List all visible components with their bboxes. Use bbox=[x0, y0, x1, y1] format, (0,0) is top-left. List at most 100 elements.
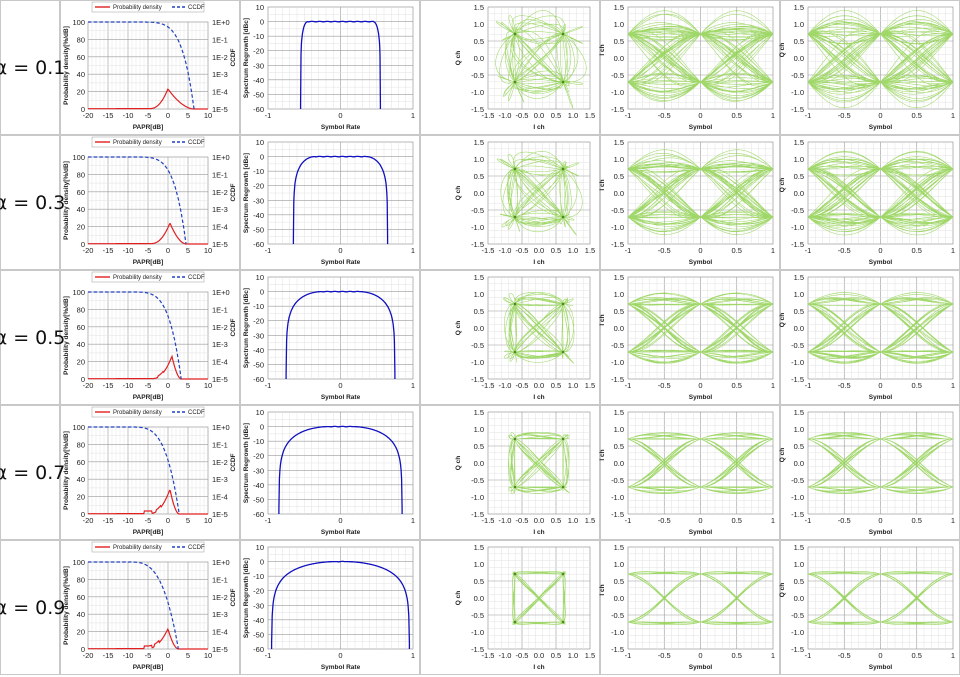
y-axis-label: Probability density[%/dB] bbox=[63, 566, 70, 645]
ccdf-curve bbox=[88, 426, 180, 515]
x-tick-label: -20 bbox=[83, 381, 94, 390]
x-tick-label: 0 bbox=[166, 516, 170, 525]
y-tick-label: 1.5 bbox=[614, 273, 624, 282]
constellation-point bbox=[561, 32, 565, 36]
y-tick-label: 1.5 bbox=[614, 408, 624, 417]
x-tick-label: -5 bbox=[145, 381, 152, 390]
y-tick-label: 0.5 bbox=[614, 307, 624, 316]
papr-legend: Probability density CCDF bbox=[91, 406, 205, 418]
legend-ccdf-label: CCDF bbox=[188, 275, 205, 281]
x-axis-label: Symbol bbox=[689, 124, 713, 131]
y-tick-label: 0 bbox=[81, 510, 85, 519]
y-tick-label: 0.0 bbox=[474, 459, 484, 468]
y2-tick-label: 1E-1 bbox=[212, 305, 228, 314]
y-tick-label: 0.5 bbox=[794, 307, 804, 316]
y-tick-label: 1.0 bbox=[474, 290, 484, 299]
y2-tick-label: 1E-2 bbox=[212, 188, 228, 197]
y-tick-label: -1.5 bbox=[791, 240, 804, 249]
spectrum-curve bbox=[285, 290, 396, 379]
y-tick-label: 0.5 bbox=[474, 172, 484, 181]
y-tick-label: -40 bbox=[253, 346, 264, 355]
y-tick-label: 0 bbox=[81, 375, 85, 384]
y-tick-label: 100 bbox=[72, 153, 85, 162]
x-tick-label: 0 bbox=[698, 651, 702, 660]
y-tick-label: 0 bbox=[260, 558, 264, 567]
y-axis-label: Probability density[%/dB] bbox=[63, 26, 70, 105]
y2-tick-label: 1E-5 bbox=[212, 375, 228, 384]
legend-box bbox=[91, 541, 205, 553]
pdf-curve bbox=[88, 627, 208, 650]
ccdf-curve bbox=[88, 291, 182, 380]
constellation-point bbox=[513, 437, 517, 441]
y-tick-label: -0.5 bbox=[791, 206, 804, 215]
x-tick-label: -1.5 bbox=[482, 516, 495, 525]
y-tick-label: -1.5 bbox=[791, 375, 804, 384]
x-tick-label: -1 bbox=[265, 111, 272, 120]
y-tick-label: 80 bbox=[77, 575, 85, 584]
y-tick-label: 0.0 bbox=[794, 594, 804, 603]
x-tick-label: 0 bbox=[698, 246, 702, 255]
y-tick-label: -40 bbox=[253, 211, 264, 220]
constellation-chart: -1.5 -1.0 -0.5 0.0 0.5 1.0 1.5 1.5 1.0 0.5 0.0 -0.5… bbox=[455, 3, 595, 131]
ccdf-curve bbox=[88, 561, 179, 650]
y-tick-label: -1.0 bbox=[471, 223, 484, 232]
x-tick-label: 10 bbox=[204, 111, 212, 120]
y-axis-label: Q ch bbox=[455, 321, 462, 335]
y-tick-label: -0.5 bbox=[471, 71, 484, 80]
x-tick-label: 0.5 bbox=[732, 246, 742, 255]
x-tick-label: -1 bbox=[805, 111, 812, 120]
x-axis-label: I ch bbox=[533, 394, 544, 401]
x-tick-label: 0.5 bbox=[551, 111, 561, 120]
y-tick-label: 0.5 bbox=[474, 307, 484, 316]
x-tick-label: 0 bbox=[166, 246, 170, 255]
x-tick-label: -20 bbox=[83, 246, 94, 255]
x-tick-label: -10 bbox=[123, 246, 134, 255]
y-tick-label: 1.0 bbox=[794, 560, 804, 569]
y-tick-label: 0.0 bbox=[614, 189, 624, 198]
y-tick-label: 100 bbox=[72, 423, 85, 432]
y-tick-label: 40 bbox=[77, 340, 85, 349]
x-tick-label: 1 bbox=[951, 381, 955, 390]
x-tick-label: -0.5 bbox=[516, 516, 529, 525]
x-tick-label: -0.5 bbox=[838, 516, 851, 525]
x-axis-label: Symbol Rate bbox=[321, 259, 361, 266]
y-tick-label: 80 bbox=[77, 305, 85, 314]
y-axis-label: I ch bbox=[599, 314, 606, 325]
x-tick-label: 1 bbox=[411, 516, 415, 525]
y-tick-label: -1.0 bbox=[791, 358, 804, 367]
y-tick-label: -1.5 bbox=[471, 240, 484, 249]
y-tick-label: -60 bbox=[253, 240, 264, 249]
x-tick-label: -0.5 bbox=[838, 381, 851, 390]
y-tick-label: 1.0 bbox=[614, 155, 624, 164]
x-tick-label: -1.0 bbox=[499, 111, 512, 120]
eye-diagram-i: -1 -0.5 0 0.5 1 1.5 1.0 0.5 0.0 -0.5 -1.0 -1.5 Symbo… bbox=[599, 543, 775, 671]
y-tick-label: 0.0 bbox=[794, 459, 804, 468]
y-tick-label: 0.0 bbox=[474, 594, 484, 603]
y-tick-label: -50 bbox=[253, 495, 264, 504]
x-tick-label: 0 bbox=[878, 246, 882, 255]
y2-tick-label: 1E-1 bbox=[212, 170, 228, 179]
x-tick-label: -1.5 bbox=[482, 651, 495, 660]
y2-tick-label: 1E+0 bbox=[212, 288, 230, 297]
cell-border bbox=[0, 270, 60, 405]
y-tick-label: -30 bbox=[253, 61, 264, 70]
y-tick-label: 60 bbox=[77, 458, 85, 467]
y-axis-label: I ch bbox=[599, 44, 606, 55]
y-tick-label: 1.0 bbox=[614, 20, 624, 29]
y-tick-label: -1.0 bbox=[471, 493, 484, 502]
x-tick-label: -1.5 bbox=[482, 246, 495, 255]
x-axis-label: Symbol bbox=[869, 124, 893, 131]
y-tick-label: -0.5 bbox=[791, 476, 804, 485]
y-tick-label: 1.5 bbox=[614, 3, 624, 12]
x-tick-label: -1 bbox=[625, 651, 632, 660]
y2-tick-label: 1E-3 bbox=[212, 475, 228, 484]
y-tick-label: 0.5 bbox=[614, 172, 624, 181]
y-tick-label: 1.5 bbox=[474, 408, 484, 417]
x-tick-label: -20 bbox=[83, 516, 94, 525]
x-axis-label: I ch bbox=[533, 124, 544, 131]
y-tick-label: 0.0 bbox=[474, 54, 484, 63]
y-tick-label: -1.0 bbox=[471, 358, 484, 367]
y-axis-label: Spectrum Regrowth [dBc] bbox=[243, 288, 250, 368]
y-axis-label: Q ch bbox=[779, 448, 786, 462]
